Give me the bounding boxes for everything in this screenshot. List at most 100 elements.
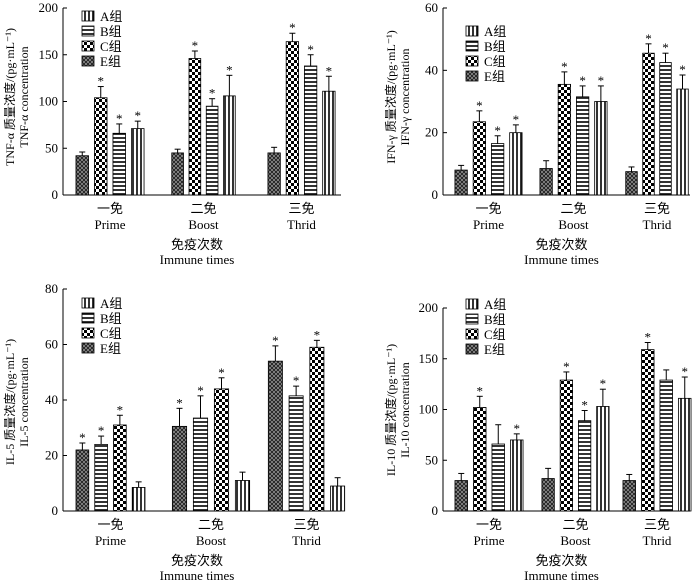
significance-star: * [645, 330, 652, 345]
significance-star: * [192, 38, 199, 53]
x-tick-label-en: Thrid [292, 533, 321, 548]
legend-label: B组 [484, 39, 506, 54]
bar-C组-1 [213, 388, 230, 512]
y-axis-title: IL-5 质量浓度/(pg·mL⁻¹)IL-5 concentration [2, 339, 31, 465]
bar-E组-0 [509, 132, 523, 196]
y-axis-title-cn: IL-5 质量浓度/(pg·mL⁻¹) [2, 339, 17, 465]
bar-A组-0 [454, 169, 468, 196]
bar-C组-2 [309, 346, 325, 512]
bar-B组-1 [205, 105, 219, 196]
legend-swatch [81, 342, 95, 354]
significance-star: * [561, 59, 568, 74]
x-tick-label-cn: 三免 [644, 517, 670, 532]
bar-E组-1 [234, 480, 251, 512]
bar-A组-1 [539, 168, 553, 196]
legend-label: C组 [484, 54, 506, 69]
y-tick-label: 0 [432, 503, 439, 518]
x-axis-title-cn: 免疫次数 [171, 553, 223, 568]
chart-panel-2: 0 20 40 60 IFN-γ 质量浓度/(pg·mL⁻¹)IFN-γ concent… [383, 0, 690, 267]
significance-star: * [209, 86, 216, 101]
y-tick-label: 200 [39, 0, 59, 15]
x-axis-title-en: Immune times [160, 568, 235, 580]
bar-B组-0 [491, 443, 505, 512]
y-tick-label: 100 [419, 402, 439, 417]
legend-label: A组 [100, 296, 122, 311]
bar-E组-2 [330, 485, 346, 512]
y-tick-label: 50 [425, 452, 438, 467]
x-tick-label-cn: 一免 [475, 201, 501, 216]
bar-B组-2 [304, 65, 318, 196]
bar-A组-0 [75, 155, 89, 196]
significance-star: * [662, 40, 669, 55]
y-tick-label: 0 [432, 187, 439, 202]
legend-label: C组 [100, 39, 122, 54]
bar-B组-2 [288, 395, 304, 512]
bar-C组-0 [472, 121, 486, 196]
legend-label: B组 [484, 312, 506, 327]
significance-star: * [117, 402, 124, 417]
y-tick-label: 50 [45, 140, 58, 155]
x-tick-label-en: Thrid [287, 217, 316, 232]
bar-B组-1 [578, 420, 592, 512]
bar-A组-0 [75, 449, 90, 512]
y-tick-label: 0 [52, 503, 59, 518]
significance-star: * [581, 398, 588, 413]
y-axis-title: IL-10 质量浓度/(pg·mL⁻¹)IL-10 concentration [383, 344, 412, 476]
bar-E组-1 [596, 406, 610, 512]
y-tick-label: 200 [419, 300, 439, 315]
x-tick-label-cn: 二免 [198, 517, 224, 532]
significance-star: * [598, 73, 605, 88]
bar-A组-1 [171, 152, 184, 196]
x-tick-label-en: Boost [196, 533, 227, 548]
bar-C组-0 [113, 424, 127, 512]
bar-C组-1 [559, 379, 573, 512]
legend-swatch [81, 40, 95, 52]
y-tick-label: 80 [45, 281, 58, 296]
legend-label: B组 [100, 24, 122, 39]
legend-swatch [465, 298, 479, 310]
legend-swatch [81, 312, 95, 324]
legend-swatch [81, 297, 95, 309]
legend-swatch [81, 10, 95, 22]
x-tick-label-cn: 三免 [293, 517, 319, 532]
x-tick-label-cn: 二免 [190, 201, 216, 216]
significance-star: * [307, 42, 314, 57]
x-tick-label-en: Boost [188, 217, 219, 232]
y-axis-title-en: TNF-α concentration [17, 46, 31, 147]
significance-star: * [476, 98, 483, 113]
legend-swatch [465, 343, 479, 355]
x-tick-label-en: Thrid [643, 533, 672, 548]
y-axis-title: TNF-α 质量浓度/(pg·mL⁻¹)TNF-α concentration [2, 28, 31, 166]
y-axis-title-cn: IL-10 质量浓度/(pg·mL⁻¹) [383, 344, 398, 476]
x-tick-label-cn: 三免 [288, 201, 314, 216]
legend-label: E组 [484, 69, 505, 84]
significance-star: * [116, 111, 123, 126]
chart-panel-4: 0 50 100 150 200 IL-10 质量浓度/(pg·mL⁻¹)IL-10 co… [383, 297, 692, 580]
legend-label: E组 [100, 341, 121, 356]
significance-star: * [563, 359, 570, 374]
legend-label: C组 [100, 326, 122, 341]
y-tick-label: 40 [45, 392, 58, 407]
y-axis-title: IFN-γ 质量浓度/(pg·mL⁻¹)IFN-γ concentration [383, 30, 412, 164]
significance-star: * [513, 112, 520, 127]
significance-star: * [579, 73, 586, 88]
legend-label: E组 [484, 342, 505, 357]
y-axis-title-en: IL-10 concentration [398, 362, 412, 458]
significance-star: * [314, 327, 321, 342]
bar-E组-0 [131, 128, 145, 196]
significance-star: * [197, 383, 204, 398]
x-axis-title-cn: 免疫次数 [171, 237, 223, 252]
x-axis-title-cn: 免疫次数 [535, 237, 587, 252]
significance-star: * [98, 423, 105, 438]
y-axis-title-en: IFN-γ concentration [398, 49, 412, 146]
x-tick-label-en: Boost [558, 217, 589, 232]
chart-panel-3: 0 20 40 60 80 IL-5 质量浓度/(pg·mL⁻¹)IL-5 concent… [2, 281, 346, 580]
significance-star: * [600, 376, 607, 391]
x-tick-label-en: Prime [473, 533, 504, 548]
x-tick-label-en: Prime [95, 533, 126, 548]
x-tick-label-en: Prime [473, 217, 504, 232]
x-tick-label-cn: 二免 [560, 201, 586, 216]
bar-A组-2 [267, 360, 283, 512]
legend-swatch [465, 25, 479, 37]
